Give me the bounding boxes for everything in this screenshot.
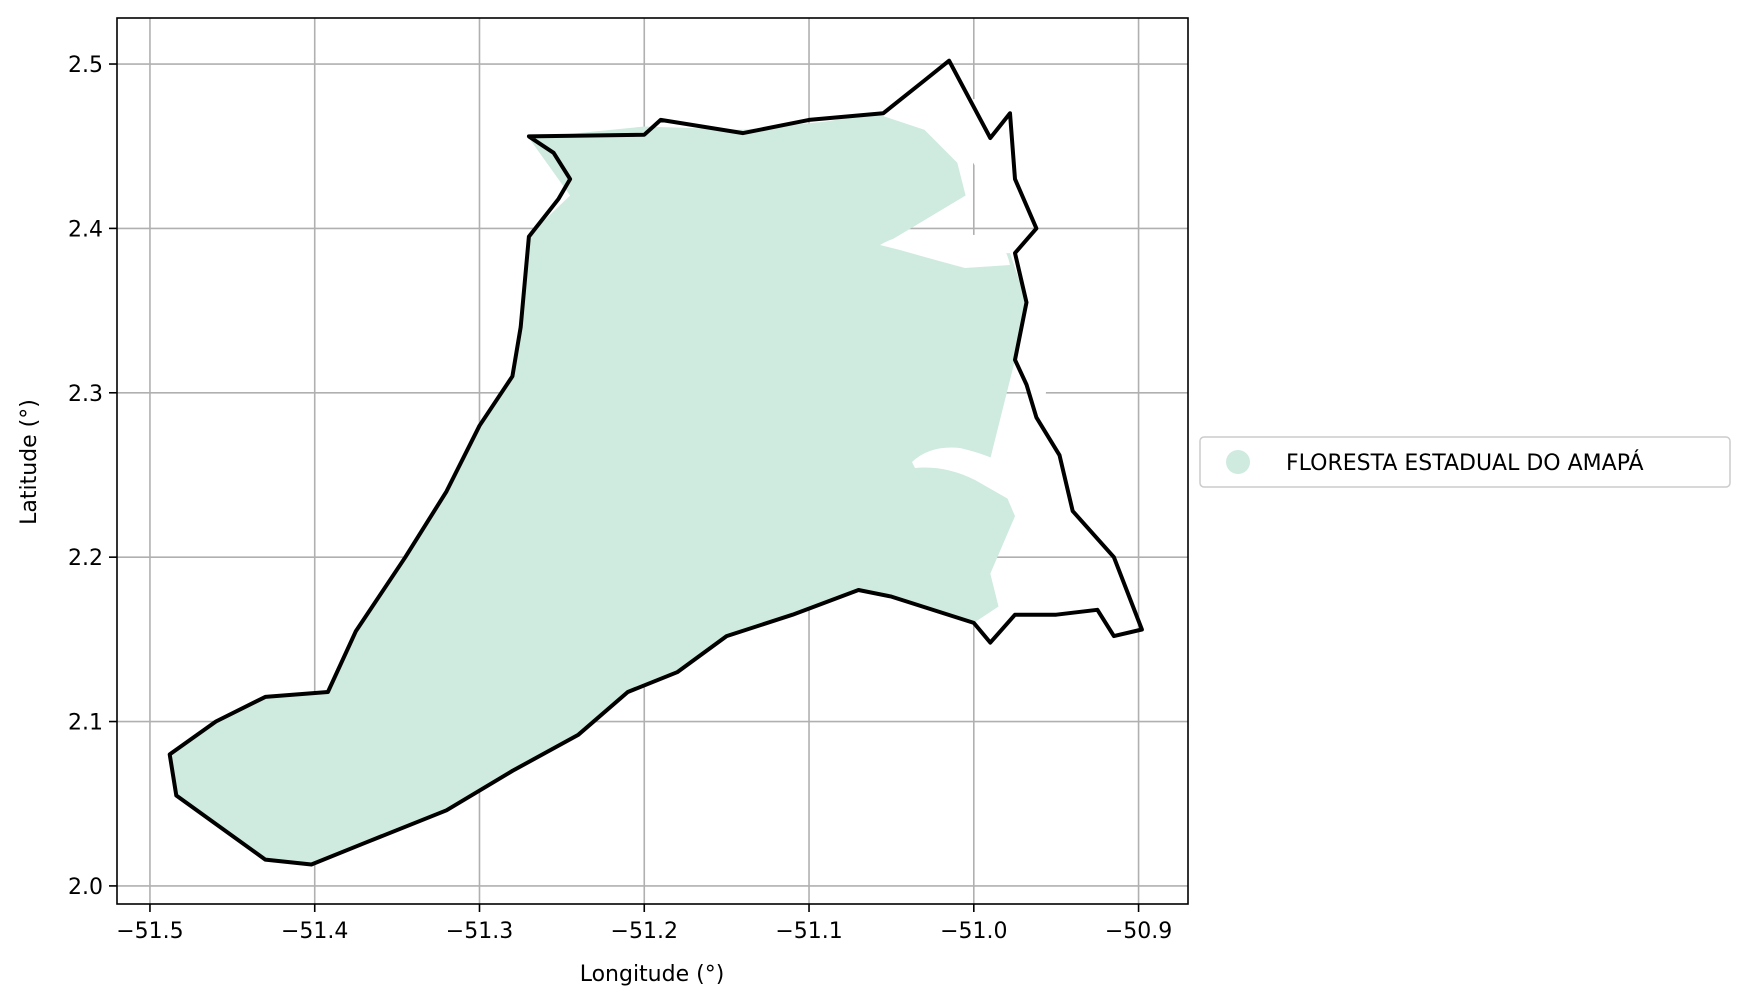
y-axis-ticks: 2.0 2.1 2.2 2.3 2.4 2.5	[68, 53, 117, 900]
legend-box	[1199, 436, 1731, 488]
y-tick-label: 2.0	[68, 875, 103, 900]
forest-polygon	[169, 113, 1027, 865]
boundary-outline	[167, 58, 1144, 867]
y-tick-label: 2.3	[68, 382, 103, 407]
gap-patch	[965, 95, 1015, 190]
x-tick-label: −51.1	[775, 919, 842, 944]
x-tick-label: −51.3	[446, 919, 513, 944]
legend-entry-label: FLORESTA ESTADUAL DO AMAPÁ	[1286, 450, 1644, 476]
x-tick-label: −51.0	[940, 919, 1007, 944]
x-tick-label: −51.4	[281, 919, 348, 944]
y-axis-label: Latitude (°)	[17, 399, 42, 525]
legend-marker-icon	[1226, 450, 1250, 474]
x-tick-label: −50.9	[1105, 919, 1172, 944]
y-tick-label: 2.5	[68, 53, 103, 78]
y-tick-label: 2.2	[68, 546, 103, 571]
x-axis-ticks: −51.5 −51.4 −51.3 −51.2 −51.1 −51.0 −50.9	[116, 904, 1172, 944]
gap-patch	[912, 447, 1010, 500]
y-tick-label: 2.4	[68, 217, 103, 242]
forest-gaps	[880, 95, 1060, 500]
x-tick-label: −51.5	[116, 919, 183, 944]
gap-patch	[880, 234, 1010, 268]
plot-area: −51.5 −51.4 −51.3 −51.2 −51.1 −51.0 −50.9 2.02…	[17, 17, 1189, 987]
legend: FLORESTA ESTADUAL DO AMAPÁ	[1199, 436, 1731, 488]
x-axis-label: Longitude (°)	[580, 962, 725, 987]
axes-frame	[116, 17, 1189, 905]
x-tick-label: −51.2	[611, 919, 678, 944]
y-tick-label: 2.1	[68, 711, 103, 736]
